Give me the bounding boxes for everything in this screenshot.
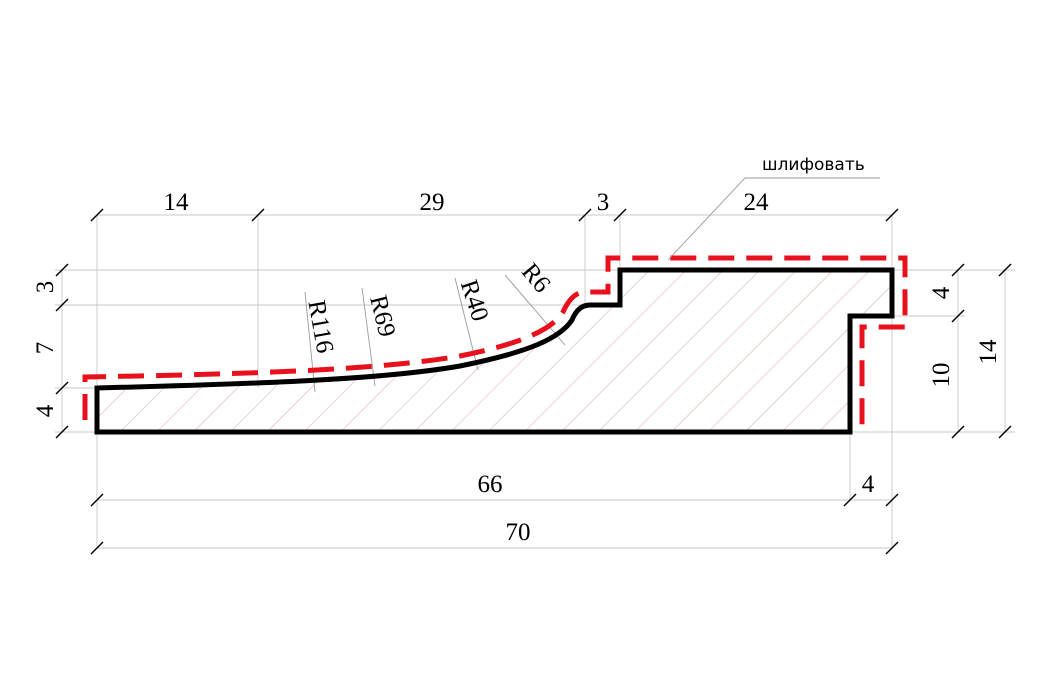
dim-bottom-66: 66 (478, 471, 503, 498)
dim-left-4: 4 (32, 404, 59, 417)
dim-right-4: 4 (928, 286, 955, 299)
dim-bottom-4: 4 (862, 471, 875, 498)
dim-top-14: 14 (164, 189, 190, 216)
radius-r6: R6 (516, 258, 555, 298)
grind-note-leader (667, 177, 880, 261)
grind-note: шлифовать (762, 155, 865, 175)
dim-right-14: 14 (975, 339, 1002, 365)
dimension-ticks (55, 208, 1012, 555)
radius-r116: R116 (302, 298, 338, 355)
profile-outline (94, 267, 895, 435)
dim-right-10: 10 (928, 363, 955, 388)
radius-r69: R69 (364, 293, 400, 340)
section-hatching (97, 270, 892, 432)
radius-r40: R40 (455, 277, 494, 325)
dim-top-29: 29 (420, 189, 445, 216)
dim-left-3: 3 (32, 281, 59, 294)
grind-line (82, 255, 908, 432)
dimension-lines (61, 214, 1006, 549)
dim-top-24: 24 (744, 189, 770, 216)
dim-bottom-70: 70 (506, 519, 531, 546)
dim-top-3: 3 (597, 189, 610, 216)
dim-left-7: 7 (32, 342, 59, 355)
